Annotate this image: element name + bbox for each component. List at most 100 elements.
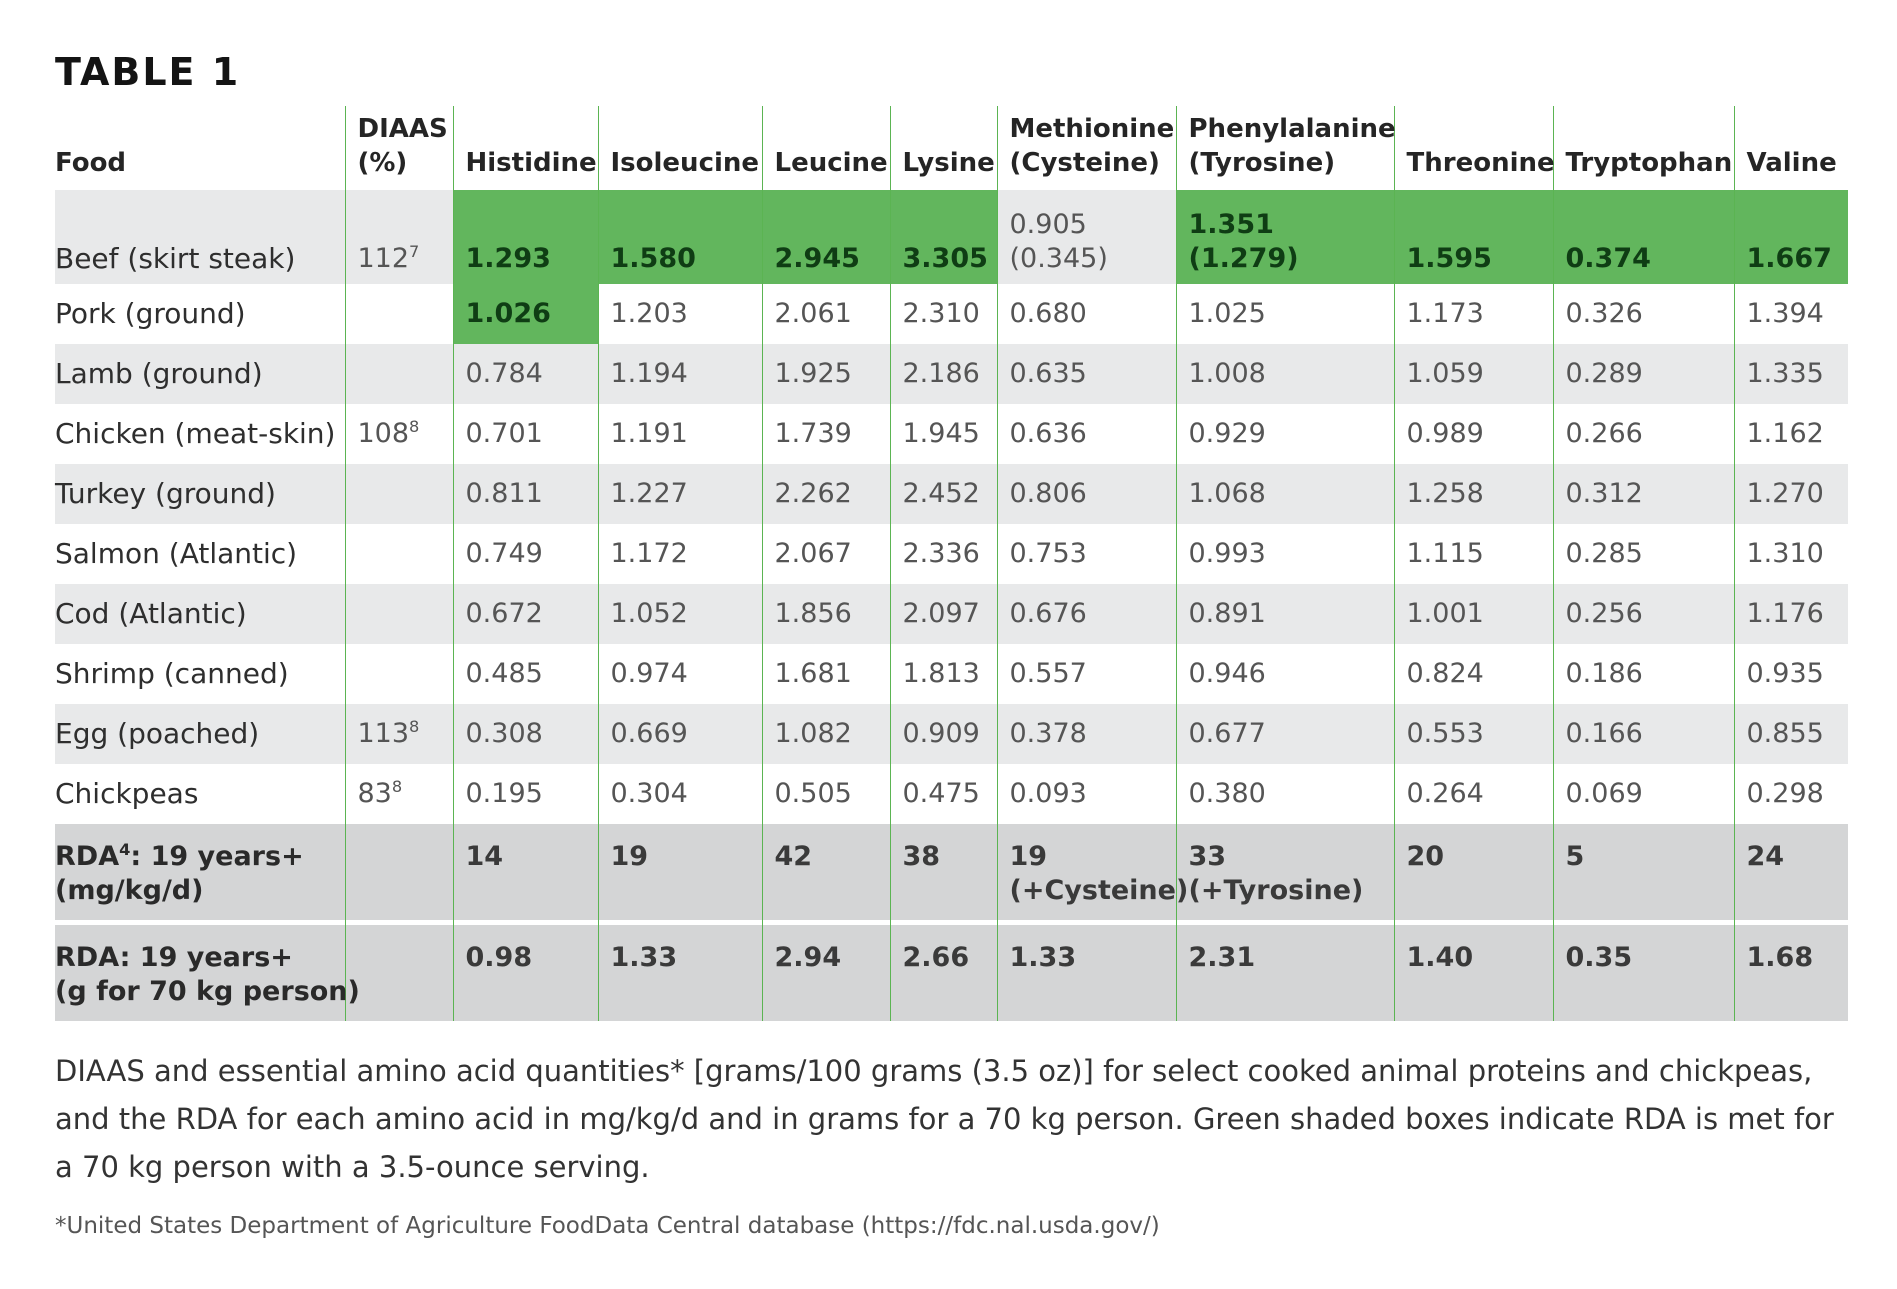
amino-acid-table: Food DIAAS (%) Histidine Isoleucine Leuci… [55,106,1848,1021]
leucine-cell: 1.739 [761,404,890,464]
diaas-cell [344,644,453,704]
phenylalanine-cell: 0.891 [1175,584,1394,644]
histidine-cell: 0.811 [452,464,598,524]
rda-g-histidine: 0.98 [452,925,598,1021]
tryptophan-cell: 0.374 [1552,190,1734,284]
lysine-cell: 2.452 [889,464,997,524]
valine-cell: 1.394 [1733,284,1848,344]
rda-g-threonine: 1.40 [1393,925,1553,1021]
valine-cell: 1.310 [1733,524,1848,584]
tryptophan-cell: 0.256 [1552,584,1734,644]
lysine-cell: 2.097 [889,584,997,644]
methionine-cell: 0.093 [996,764,1176,824]
leucine-cell: 2.061 [761,284,890,344]
diaas-cell [344,464,453,524]
leucine-cell: 0.505 [761,764,890,824]
threonine-cell: 1.173 [1393,284,1553,344]
histidine-cell: 0.784 [452,344,598,404]
lysine-cell: 0.475 [889,764,997,824]
isoleucine-cell: 1.194 [597,344,762,404]
rda-mg-methionine: 19 (+Cysteine) [996,824,1188,920]
table-row: Salmon (Atlantic) 0.749 1.172 2.067 2.33… [55,524,1848,584]
col-header-food: Food [55,148,127,178]
valine-cell: 0.298 [1733,764,1848,824]
lysine-cell: 2.310 [889,284,997,344]
leucine-cell: 2.945 [761,190,890,284]
rda-mg-lysine: 38 [889,824,997,920]
table-title: TABLE 1 [55,50,241,94]
valine-cell: 1.667 [1733,190,1848,284]
lysine-cell: 1.945 [889,404,997,464]
col-header-valine: Valine [1733,106,1848,190]
table-row: Turkey (ground) 0.811 1.227 2.262 2.452 … [55,464,1848,524]
rda-g-phenylalanine: 2.31 [1175,925,1394,1021]
rda-g-row: RDA: 19 years+ (g for 70 kg person) 0.98 … [55,925,1848,1021]
methionine-cell: 0.753 [996,524,1176,584]
diaas-cell: 1127 [344,190,453,284]
tryptophan-cell: 0.069 [1552,764,1734,824]
source-footnote: *United States Department of Agriculture… [55,1213,1160,1239]
rda-g-tryptophan: 0.35 [1552,925,1734,1021]
rda-mg-valine: 24 [1733,824,1848,920]
table-row: Chicken (meat-skin) 1088 0.701 1.191 1.7… [55,404,1848,464]
tryptophan-cell: 0.312 [1552,464,1734,524]
histidine-cell: 1.026 [452,284,598,344]
table-row: Shrimp (canned) 0.485 0.974 1.681 1.813 … [55,644,1848,704]
valine-cell: 1.335 [1733,344,1848,404]
table-figure: TABLE 1 Food DIAAS (%) Histidine Isoleuci… [55,50,1848,1239]
lysine-cell: 2.186 [889,344,997,404]
threonine-cell: 0.264 [1393,764,1553,824]
rda-mg-label: RDA4: 19 years+ (mg/kg/d) [55,840,304,906]
food-name: Egg (poached) [55,717,260,750]
methionine-cell: 0.676 [996,584,1176,644]
tryptophan-cell: 0.285 [1552,524,1734,584]
tryptophan-cell: 0.266 [1552,404,1734,464]
methionine-cell: 0.378 [996,704,1176,764]
table-row: Egg (poached) 1138 0.308 0.669 1.082 0.9… [55,704,1848,764]
phenylalanine-cell: 0.929 [1175,404,1394,464]
phenylalanine-cell: 0.677 [1175,704,1394,764]
food-name: Pork (ground) [55,297,246,330]
food-name: Beef (skirt steak) [55,242,296,275]
threonine-cell: 0.824 [1393,644,1553,704]
table-row: Beef (skirt steak) 1127 1.293 1.580 2.94… [55,190,1848,284]
histidine-cell: 0.701 [452,404,598,464]
food-name: Chickpeas [55,777,199,810]
col-header-leucine: Leucine [761,106,890,190]
col-header-isoleucine: Isoleucine [597,106,762,190]
isoleucine-cell: 0.669 [597,704,762,764]
isoleucine-cell: 1.203 [597,284,762,344]
food-name: Lamb (ground) [55,357,263,390]
rda-g-methionine: 1.33 [996,925,1176,1021]
histidine-cell: 1.293 [452,190,598,284]
rda-mg-threonine: 20 [1393,824,1553,920]
rda-g-diaas-cell [344,925,453,1021]
valine-cell: 1.176 [1733,584,1848,644]
isoleucine-cell: 1.227 [597,464,762,524]
diaas-cell [344,344,453,404]
threonine-cell: 1.001 [1393,584,1553,644]
tryptophan-cell: 0.166 [1552,704,1734,764]
rda-g-label: RDA: 19 years+ (g for 70 kg person) [55,942,360,1007]
threonine-cell: 1.258 [1393,464,1553,524]
table-row: Pork (ground) 1.026 1.203 2.061 2.310 0.… [55,284,1848,344]
threonine-cell: 1.059 [1393,344,1553,404]
diaas-cell [344,524,453,584]
col-header-methionine: Methionine (Cysteine) [996,106,1176,190]
methionine-cell: 0.635 [996,344,1176,404]
rda-g-lysine: 2.66 [889,925,997,1021]
isoleucine-cell: 1.172 [597,524,762,584]
leucine-cell: 1.681 [761,644,890,704]
table-row: Chickpeas 838 0.195 0.304 0.505 0.475 0.… [55,764,1848,824]
diaas-cell [344,284,453,344]
rda-mg-phenylalanine: 33 (+Tyrosine) [1175,824,1394,920]
methionine-cell: 0.636 [996,404,1176,464]
histidine-cell: 0.485 [452,644,598,704]
leucine-cell: 1.082 [761,704,890,764]
phenylalanine-cell: 1.351 (1.279) [1175,190,1394,284]
rda-mg-diaas-cell [344,824,453,920]
table-row: Lamb (ground) 0.784 1.194 1.925 2.186 0.… [55,344,1848,404]
threonine-cell: 0.553 [1393,704,1553,764]
valine-cell: 1.270 [1733,464,1848,524]
valine-cell: 0.935 [1733,644,1848,704]
